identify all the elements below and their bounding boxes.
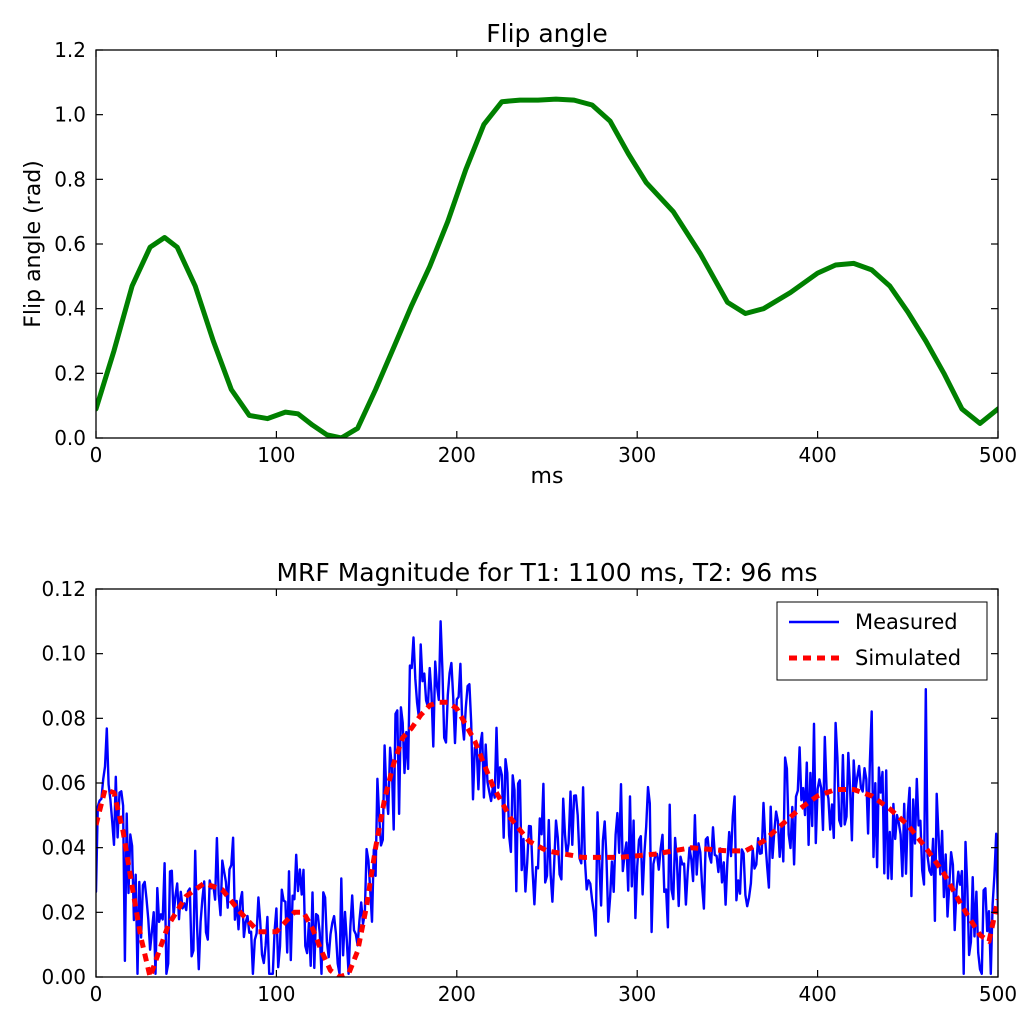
y-tick-label: 0.02	[41, 900, 86, 924]
series-line-flip-angle	[96, 96, 998, 438]
x-tick-label: 100	[257, 982, 295, 1006]
y-tick-label: 0.12	[41, 577, 86, 601]
flip-angle-chart: 0 100 200 300 400 500 0.0 0.2 0.4 0.6 0.8 1.0 1.2 Fli…	[21, 19, 1017, 489]
x-tick-label: 400	[799, 982, 837, 1006]
y-tick-label: 0.8	[54, 167, 86, 191]
legend-box	[776, 601, 988, 681]
series-group	[96, 620, 998, 977]
y-tick-label: 0.04	[41, 836, 86, 860]
x-tick-label: 300	[618, 982, 656, 1006]
chart-title: MRF Magnitude for T1: 1100 ms, T2: 96 ms	[276, 558, 817, 587]
y-tick-label: 0.06	[41, 771, 86, 795]
legend: Measured Simulated	[776, 601, 988, 681]
x-tick-label: 0	[90, 443, 103, 467]
y-tick-label: 0.6	[54, 232, 86, 256]
x-tick-label: 400	[799, 443, 837, 467]
y-axis-label: Flip angle (rad)	[21, 160, 46, 328]
x-tick-label: 200	[438, 443, 476, 467]
series-group	[96, 96, 998, 438]
legend-label-measured: Measured	[855, 610, 958, 634]
y-tick-label: 0.4	[54, 297, 86, 321]
x-tick-label: 0	[90, 982, 103, 1006]
x-tick-label: 100	[257, 443, 295, 467]
y-tick-label: 0.2	[54, 361, 86, 385]
y-tick-label: 0.0	[54, 426, 86, 450]
x-tick-label: 500	[979, 982, 1017, 1006]
series-line-simulated	[96, 699, 998, 977]
mrf-magnitude-chart: 0 100 200 300 400 500 0.00 0.02 0.04 0.06 0.08 0.10…	[41, 558, 1017, 1006]
y-tick-label: 0.10	[41, 642, 86, 666]
y-tick-label: 1.2	[54, 38, 86, 62]
x-axis-label: ms	[531, 464, 564, 489]
y-tick-label: 1.0	[54, 103, 86, 127]
y-tick-label: 0.00	[41, 965, 86, 989]
chart-title: Flip angle	[486, 19, 607, 48]
y-tick-label: 0.08	[41, 706, 86, 730]
x-tick-label: 200	[438, 982, 476, 1006]
x-tick-label: 300	[618, 443, 656, 467]
legend-label-simulated: Simulated	[855, 646, 961, 670]
x-tick-label: 500	[979, 443, 1017, 467]
series-line-measured	[96, 620, 998, 975]
